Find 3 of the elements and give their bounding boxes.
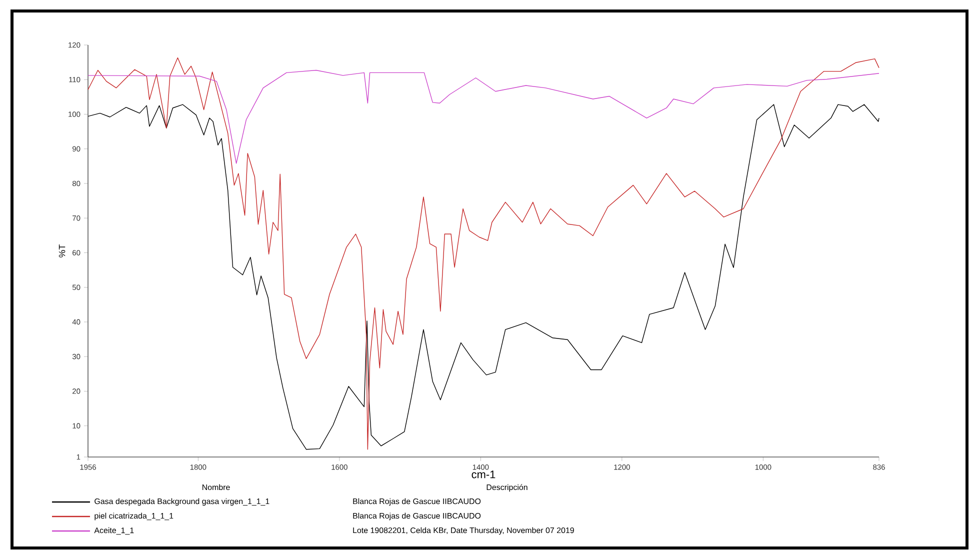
y-axis-title: %T (58, 244, 66, 258)
x-axis-title: cm-1 (472, 470, 496, 478)
line-series (88, 70, 880, 164)
